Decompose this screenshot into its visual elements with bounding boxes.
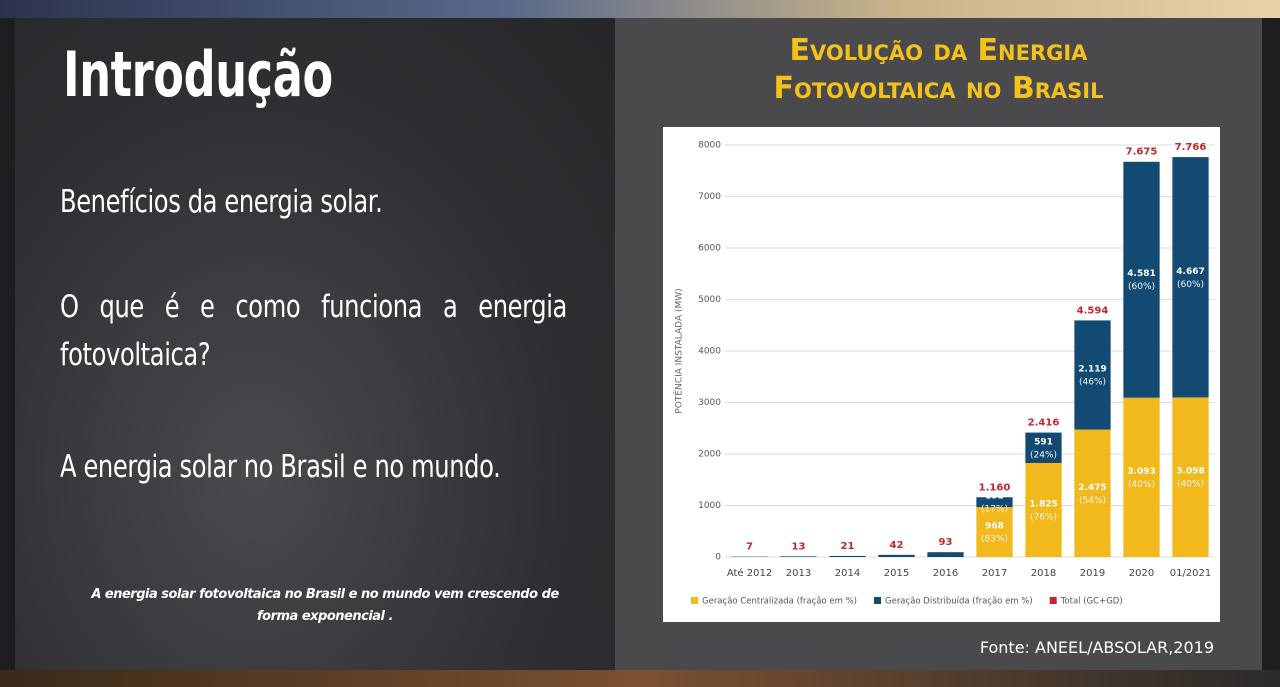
y-tick-label: 0 bbox=[715, 553, 721, 563]
total-label: 7 bbox=[746, 542, 753, 553]
fraction-label: (60%) bbox=[1128, 282, 1155, 292]
value-label: 1.825 bbox=[1029, 500, 1057, 510]
x-tick-label: 2017 bbox=[982, 568, 1007, 579]
legend-swatch bbox=[691, 597, 698, 604]
value-label: 2.475 bbox=[1078, 483, 1106, 493]
bar-segment bbox=[1025, 432, 1062, 464]
y-tick-label: 2000 bbox=[698, 450, 721, 460]
total-label: 42 bbox=[890, 540, 904, 551]
x-tick-label: 2020 bbox=[1129, 568, 1154, 579]
fraction-label: (17%) bbox=[981, 505, 1008, 515]
bar-segment bbox=[780, 556, 817, 557]
total-label: 2.416 bbox=[1028, 418, 1060, 429]
left-panel: Introdução Benefícios da energia solar. … bbox=[15, 18, 615, 670]
fraction-label: (24%) bbox=[1030, 450, 1057, 460]
y-tick-label: 5000 bbox=[698, 295, 721, 305]
bar-segment bbox=[1025, 463, 1062, 557]
value-label: 192 bbox=[985, 492, 1004, 502]
bar-segment bbox=[1172, 157, 1209, 398]
fraction-label: (60%) bbox=[1177, 280, 1204, 290]
value-label: 2.119 bbox=[1078, 364, 1106, 374]
value-label: 591 bbox=[1034, 437, 1053, 447]
total-label: 7.675 bbox=[1126, 147, 1158, 158]
bar-segment bbox=[1074, 429, 1111, 557]
fraction-label: (46%) bbox=[1079, 377, 1106, 387]
fraction-label: (40%) bbox=[1177, 480, 1204, 490]
x-tick-label: 2018 bbox=[1031, 568, 1056, 579]
bar-segment bbox=[1074, 320, 1111, 430]
bar-segment bbox=[1123, 397, 1160, 557]
bottom-strip bbox=[0, 670, 1280, 687]
bar-segment bbox=[976, 497, 1013, 508]
legend-label: Geração Centralizada (fração em %) bbox=[702, 597, 857, 607]
y-tick-label: 3000 bbox=[698, 398, 721, 408]
caption: A energia solar fotovoltaica no Brasil e… bbox=[91, 587, 559, 624]
y-tick-label: 4000 bbox=[698, 347, 721, 357]
right-panel: Evolução da Energia Fotovoltaica no Bras… bbox=[615, 18, 1262, 670]
fraction-label: (76%) bbox=[1030, 513, 1057, 523]
y-tick-label: 7000 bbox=[698, 192, 721, 202]
x-tick-label: 2016 bbox=[933, 568, 958, 579]
total-label: 1.160 bbox=[979, 482, 1011, 493]
x-tick-label: 01/2021 bbox=[1170, 568, 1212, 579]
legend-swatch bbox=[1049, 597, 1057, 604]
total-label: 93 bbox=[939, 537, 953, 548]
x-tick-label: 2014 bbox=[835, 568, 860, 579]
bar-segment bbox=[878, 554, 915, 557]
chart-title-text: Evolução da Energia Fotovoltaica no Bras… bbox=[773, 33, 1104, 106]
value-label: 4.581 bbox=[1127, 269, 1155, 279]
y-axis-label: POTÊNCIA INSTALADA (MW) bbox=[673, 288, 685, 413]
total-label: 7.766 bbox=[1175, 142, 1207, 153]
x-tick-label: 2013 bbox=[786, 568, 811, 579]
value-label: 3.093 bbox=[1127, 467, 1155, 477]
legend-swatch bbox=[874, 597, 881, 604]
source: Fonte: ANEEL/ABSOLAR,2019 bbox=[979, 638, 1214, 657]
value-label: 968 bbox=[985, 522, 1004, 532]
legend-label: Total (GC+GD) bbox=[1060, 597, 1123, 607]
heading: Introdução bbox=[63, 38, 333, 111]
legend-label: Geração Distribuída (fração em %) bbox=[885, 597, 1033, 607]
total-label: 13 bbox=[792, 541, 806, 552]
total-label: 21 bbox=[841, 541, 855, 552]
total-label: 4.594 bbox=[1077, 305, 1109, 316]
bar-segment bbox=[927, 552, 964, 557]
bullet: Benefícios da energia solar. bbox=[60, 184, 383, 220]
bullet: A energia solar no Brasil e no mundo. bbox=[60, 449, 501, 485]
y-tick-label: 1000 bbox=[698, 501, 721, 511]
bar-segment bbox=[1123, 161, 1160, 398]
x-tick-label: 2019 bbox=[1080, 568, 1105, 579]
value-label: 4.667 bbox=[1176, 267, 1204, 277]
x-tick-label: Até 2012 bbox=[727, 567, 772, 579]
y-tick-label: 6000 bbox=[698, 244, 721, 254]
bar-segment bbox=[829, 555, 866, 557]
chart-title: Evolução da Energia Fotovoltaica no Bras… bbox=[615, 32, 1262, 108]
x-tick-label: 2015 bbox=[884, 568, 909, 579]
fraction-label: (83%) bbox=[981, 535, 1008, 545]
chart: 0 1000 2000 3000 4000 5000 6000 7000 8000 POTÊNCI… bbox=[663, 127, 1220, 622]
y-tick-label: 8000 bbox=[698, 141, 721, 151]
bar-segment bbox=[976, 507, 1013, 557]
fraction-label: (54%) bbox=[1079, 496, 1106, 506]
bullet: O que é e como funciona a energia fotovo… bbox=[60, 289, 567, 373]
value-label: 3.098 bbox=[1176, 467, 1204, 477]
bar-segment bbox=[1172, 397, 1209, 557]
fraction-label: (40%) bbox=[1128, 480, 1155, 490]
top-strip bbox=[0, 0, 1280, 18]
